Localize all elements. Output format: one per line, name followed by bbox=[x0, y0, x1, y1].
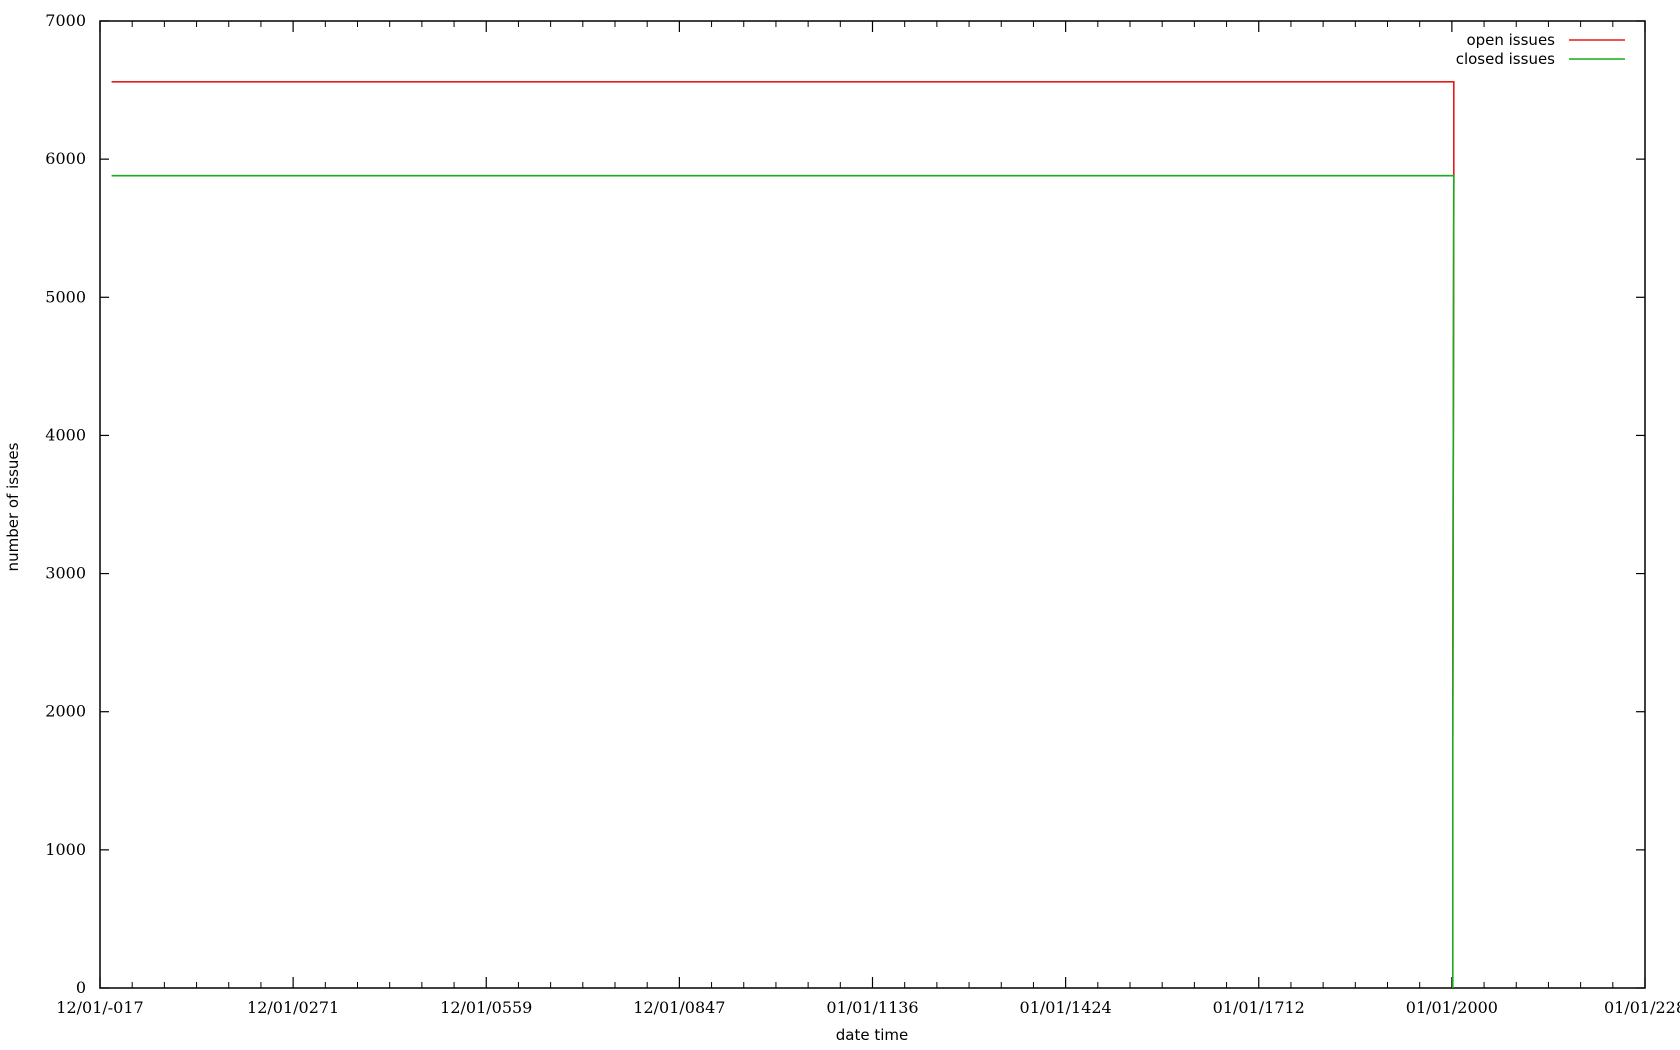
y-axis-title: number of issues bbox=[4, 442, 22, 571]
y-tick-label: 2000 bbox=[45, 702, 86, 721]
x-tick-label: 01/01/228 bbox=[1604, 998, 1680, 1017]
x-tick-label: 12/01/0271 bbox=[247, 998, 339, 1017]
plot-frame bbox=[99, 20, 1646, 989]
y-tick-label: 0 bbox=[76, 978, 86, 997]
x-axis-ticks: 12/01/-017 12/01/0271 12/01/0559 12/01/0847… bbox=[56, 21, 1680, 1017]
series-layer bbox=[111, 81, 1455, 988]
y-tick-label: 3000 bbox=[45, 564, 86, 583]
x-tick-label: 01/01/1136 bbox=[826, 998, 918, 1017]
series-line-1 bbox=[111, 174, 1455, 988]
y-tick-label: 7000 bbox=[45, 11, 86, 30]
series-line-0 bbox=[111, 81, 1455, 736]
y-tick-label: 1000 bbox=[45, 840, 86, 859]
x-tick-label: 01/01/2000 bbox=[1406, 998, 1498, 1017]
y-tick-label: 5000 bbox=[45, 287, 86, 306]
y-axis-ticks: 0 1000 2000 3000 4000 5000 6000 7000 bbox=[45, 11, 1645, 997]
x-tick-label: 01/01/1424 bbox=[1020, 998, 1112, 1017]
y-tick-label: 6000 bbox=[45, 149, 86, 168]
x-tick-label: 12/01/0559 bbox=[440, 998, 532, 1017]
x-axis-title: date time bbox=[836, 1026, 908, 1044]
x-tick-label: 12/01/-017 bbox=[56, 998, 143, 1017]
x-tick-label: 01/01/1712 bbox=[1213, 998, 1305, 1017]
legend-label: closed issues bbox=[1456, 50, 1555, 68]
y-tick-label: 4000 bbox=[45, 425, 86, 444]
x-tick-label: 12/01/0847 bbox=[633, 998, 725, 1017]
legend-label: open issues bbox=[1466, 31, 1555, 49]
